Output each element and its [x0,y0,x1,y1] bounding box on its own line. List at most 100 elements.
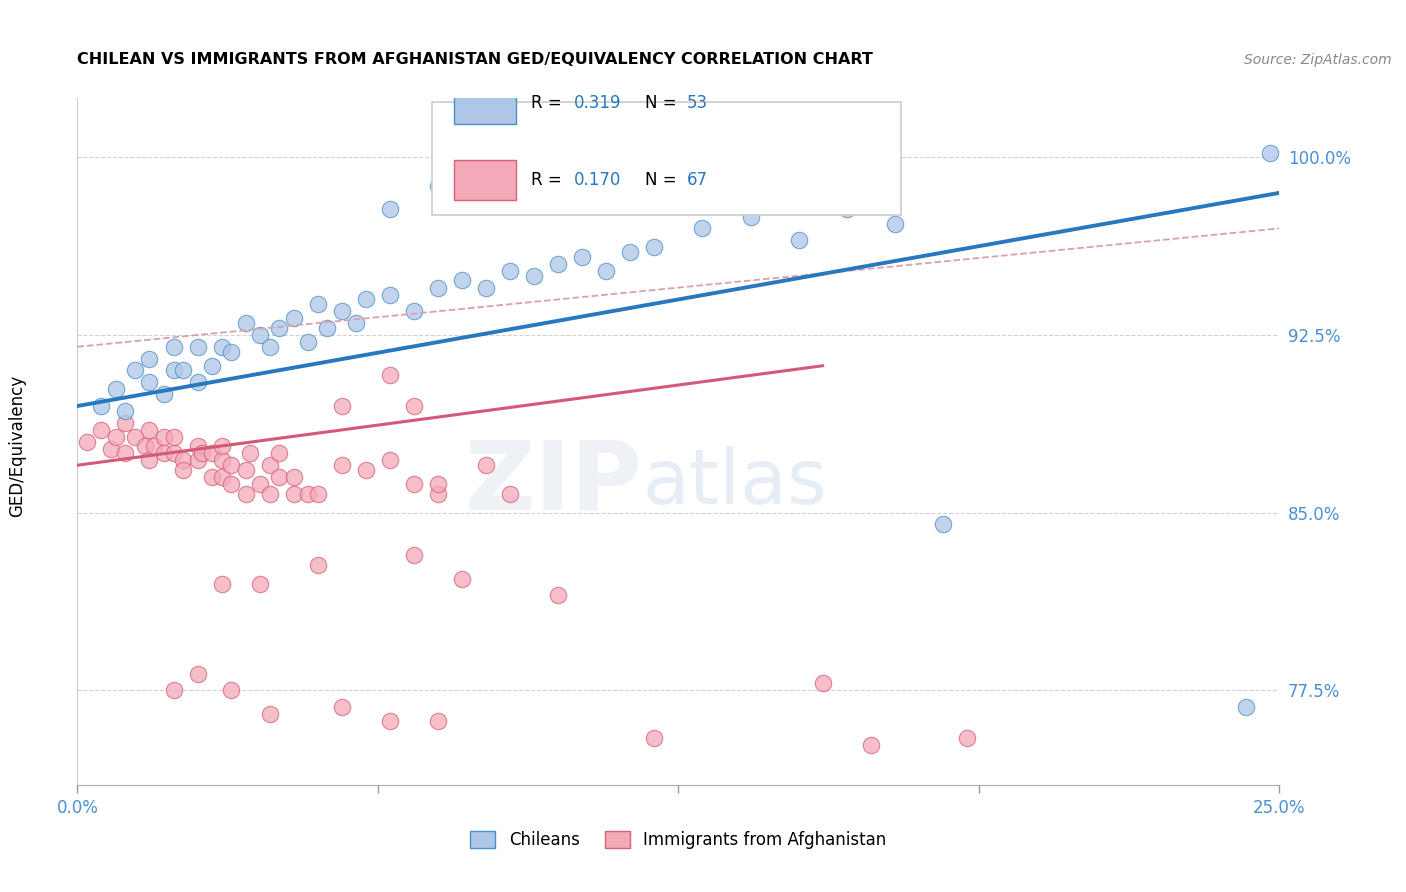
Point [378,368,401,383]
Text: R =: R = [530,171,567,189]
Point [186,666,209,681]
Point [114,403,136,417]
Text: 53: 53 [686,95,709,112]
Point [378,287,401,301]
Point [269,446,291,460]
Point [330,699,353,714]
Point [162,683,184,698]
Point [172,453,194,467]
Point [162,363,184,377]
Text: R =: R = [530,95,567,112]
Point [316,321,339,335]
Point [134,439,156,453]
Point [283,486,305,500]
Point [475,458,498,473]
Point [211,340,233,354]
Point [219,477,242,491]
Point [211,453,233,467]
Point [138,351,160,366]
Point [76,434,98,449]
Point [114,446,136,460]
Point [547,257,569,271]
Point [1258,145,1281,160]
Point [235,486,257,500]
Point [883,217,905,231]
Text: ZIP: ZIP [464,436,643,529]
Point [249,328,271,343]
Point [932,517,955,532]
Point [427,486,450,500]
Text: GED/Equivalency: GED/Equivalency [8,375,25,517]
Point [235,316,257,330]
Point [259,340,281,354]
Point [211,470,233,484]
Point [297,486,319,500]
FancyBboxPatch shape [454,160,516,201]
Point [235,463,257,477]
Point [283,470,305,484]
Point [402,399,425,413]
Text: 0.0%: 0.0% [56,799,98,817]
Point [259,486,281,500]
Point [307,558,329,572]
Point [402,304,425,318]
Text: 25.0%: 25.0% [1253,799,1306,817]
Point [259,706,281,721]
Point [475,280,498,294]
Point [475,186,498,200]
Point [153,446,176,460]
Point [172,463,194,477]
Point [378,453,401,467]
Point [153,430,176,444]
Point [138,423,160,437]
Point [283,311,305,326]
Point [716,174,738,188]
Point [186,376,209,390]
Point [249,477,271,491]
Point [186,439,209,453]
Point [124,363,146,377]
Text: atlas: atlas [643,446,827,520]
Point [259,458,281,473]
Point [269,321,291,335]
Point [186,453,209,467]
Point [427,280,450,294]
Text: Source: ZipAtlas.com: Source: ZipAtlas.com [1244,53,1392,67]
Point [201,470,224,484]
Point [153,387,176,401]
FancyBboxPatch shape [454,83,516,123]
Point [172,363,194,377]
Point [104,383,127,397]
Point [162,340,184,354]
Point [201,359,224,373]
Point [595,264,617,278]
Point [402,477,425,491]
Point [451,572,474,586]
Point [643,240,665,254]
Point [354,293,377,307]
Point [124,430,146,444]
Point [330,399,353,413]
Point [239,446,262,460]
Point [100,442,122,456]
Point [143,439,166,453]
Point [740,210,762,224]
Point [330,304,353,318]
Text: 0.170: 0.170 [574,171,621,189]
Point [427,714,450,728]
Point [643,731,665,745]
Point [201,446,224,460]
Point [211,576,233,591]
Point [499,486,522,500]
Text: N =: N = [645,171,682,189]
Point [427,178,450,193]
Point [835,202,858,217]
FancyBboxPatch shape [432,102,901,215]
Point [547,589,569,603]
Point [186,340,209,354]
Point [523,268,546,283]
Point [249,576,271,591]
Point [571,186,593,200]
Point [219,344,242,359]
Text: 0.319: 0.319 [574,95,621,112]
